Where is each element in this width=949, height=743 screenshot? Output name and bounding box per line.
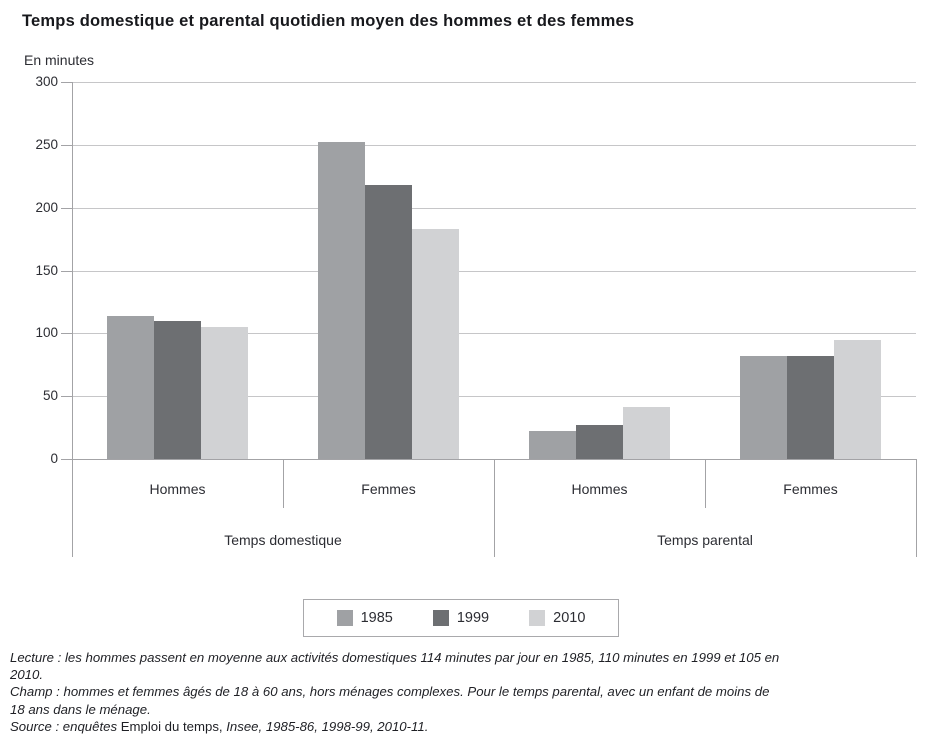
category-label-femmes-1: Femmes: [361, 481, 416, 497]
y-axis-tick: [61, 82, 72, 83]
note-text: 2010.: [10, 667, 44, 683]
y-axis-tick-label: 300: [35, 74, 58, 89]
legend-label: 2010: [553, 610, 586, 626]
gridline-150: [72, 270, 916, 272]
bar-1985-hommes-2: [529, 431, 576, 459]
group-label-0: Temps domestique: [224, 532, 342, 548]
y-axis-tick: [61, 207, 72, 209]
legend: 1985 1999 2010: [303, 599, 619, 637]
bar-1985-femmes-3: [740, 355, 787, 459]
gridline-200: [72, 207, 916, 209]
legend-swatch-1985: [336, 610, 353, 626]
y-axis-tick: [61, 144, 72, 146]
group-frame-mid: [494, 459, 495, 557]
bar-1999-femmes-1: [365, 185, 412, 459]
gridline-300: [72, 82, 916, 83]
bar-2010-hommes-2: [623, 407, 670, 459]
bar-1985-femmes-1: [318, 142, 365, 459]
legend-label: 1985: [360, 610, 393, 626]
y-axis-tick-label: 50: [42, 388, 58, 404]
y-axis-tick: [61, 333, 72, 335]
y-axis-tick: [61, 459, 72, 460]
group-label-1: Temps parental: [657, 532, 753, 548]
category-separator: [283, 459, 284, 508]
unit-label: En minutes: [24, 52, 95, 68]
category-label-hommes-2: Hommes: [571, 481, 628, 497]
chart-title: Temps domestique et parental quotidien m…: [22, 12, 635, 30]
note-line-4: Source : enquêtes Emploi du temps, Insee…: [10, 718, 944, 735]
category-label-hommes-0: Hommes: [149, 481, 206, 497]
legend-swatch-1999: [432, 610, 449, 626]
bar-1999-femmes-3: [787, 355, 834, 459]
note-line-2: Champ : hommes et femmes âgés de 18 à 60…: [10, 683, 944, 700]
y-axis-tick-label: 250: [35, 136, 58, 152]
legend-label: 1999: [456, 610, 490, 626]
note-text: Insee, 1985-86, 1998-99, 2010-11.: [226, 718, 429, 734]
y-axis-tick: [61, 396, 72, 398]
bar-2010-femmes-1: [412, 229, 459, 459]
legend-item-1999: 1999: [432, 610, 490, 626]
bar-1985-hommes-0: [107, 315, 154, 459]
gridline-50: [72, 396, 916, 398]
note-text: Source : enquêtes: [10, 718, 121, 734]
note-line-0: Lecture : les hommes passent en moyenne …: [10, 649, 944, 666]
bar-1999-hommes-0: [154, 320, 201, 459]
bar-2010-hommes-0: [201, 327, 248, 459]
y-axis-tick-label: 0: [50, 451, 58, 466]
y-axis-tick-label: 200: [35, 199, 58, 215]
category-label-femmes-3: Femmes: [783, 481, 838, 497]
y-axis-tick: [61, 270, 72, 272]
gridline-100: [72, 333, 916, 335]
y-axis-tick-label: 100: [35, 325, 58, 341]
note-text: Champ : hommes et femmes âgés de 18 à 60…: [10, 684, 770, 700]
y-axis-tick-label: 150: [35, 262, 58, 278]
legend-item-1985: 1985: [336, 610, 393, 626]
note-text: Lecture : les hommes passent en moyenne …: [10, 650, 780, 665]
gridline-250: [72, 144, 916, 146]
y-axis-line: [72, 82, 73, 557]
footnotes: Lecture : les hommes passent en moyenne …: [10, 649, 944, 735]
bar-2010-femmes-3: [834, 339, 881, 459]
source-survey-name: Emploi du temps,: [120, 718, 227, 734]
group-frame-right: [916, 459, 917, 557]
note-text: 18 ans dans le ménage.: [10, 701, 151, 717]
note-line-1: 2010.: [10, 666, 944, 683]
legend-swatch-2010: [529, 610, 546, 626]
legend-item-2010: 2010: [529, 610, 585, 626]
category-separator: [705, 459, 706, 508]
bar-1999-hommes-2: [576, 425, 623, 459]
note-line-3: 18 ans dans le ménage.: [10, 701, 944, 718]
